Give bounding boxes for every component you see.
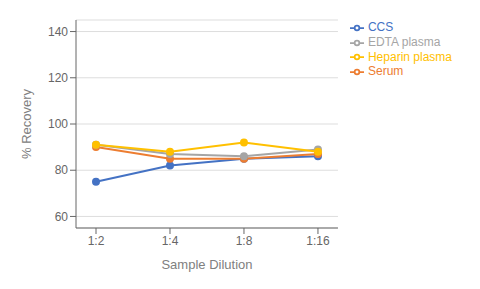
svg-text:1:8: 1:8	[236, 234, 253, 248]
html-text:EDTA plasma: EDTA plasma	[368, 34, 441, 49]
svg-text:% Recovery: % Recovery	[19, 88, 34, 159]
svg-text:100: 100	[48, 117, 68, 131]
html-text:Serum: Serum	[368, 64, 404, 79]
svg-text:60: 60	[55, 210, 69, 224]
svg-text:1:16: 1:16	[306, 234, 330, 248]
svg-text:80: 80	[55, 163, 69, 177]
svg-text:Sample Dilution: Sample Dilution	[161, 257, 252, 272]
svg-text:120: 120	[48, 71, 68, 85]
svg-text:1:2: 1:2	[88, 234, 105, 248]
svg-text:140: 140	[48, 25, 68, 39]
html-text:CCS: CCS	[368, 20, 394, 34]
svg-text:1:4: 1:4	[162, 234, 179, 248]
html-text:Heparin plasma: Heparin plasma	[368, 49, 452, 64]
